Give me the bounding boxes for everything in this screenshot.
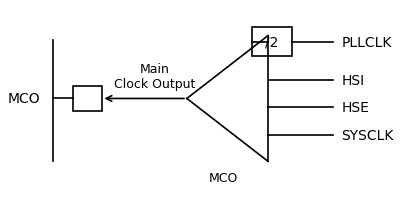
FancyBboxPatch shape: [73, 87, 102, 111]
Text: Main
Clock Output: Main Clock Output: [114, 63, 195, 91]
Text: HSI: HSI: [341, 74, 364, 88]
Text: HSE: HSE: [341, 100, 369, 114]
Text: /2: /2: [266, 36, 279, 49]
FancyBboxPatch shape: [252, 28, 293, 57]
Text: SYSCLK: SYSCLK: [341, 128, 394, 142]
Text: PLLCLK: PLLCLK: [341, 36, 392, 49]
Text: MCO: MCO: [8, 92, 41, 106]
Text: MCO: MCO: [209, 171, 238, 184]
